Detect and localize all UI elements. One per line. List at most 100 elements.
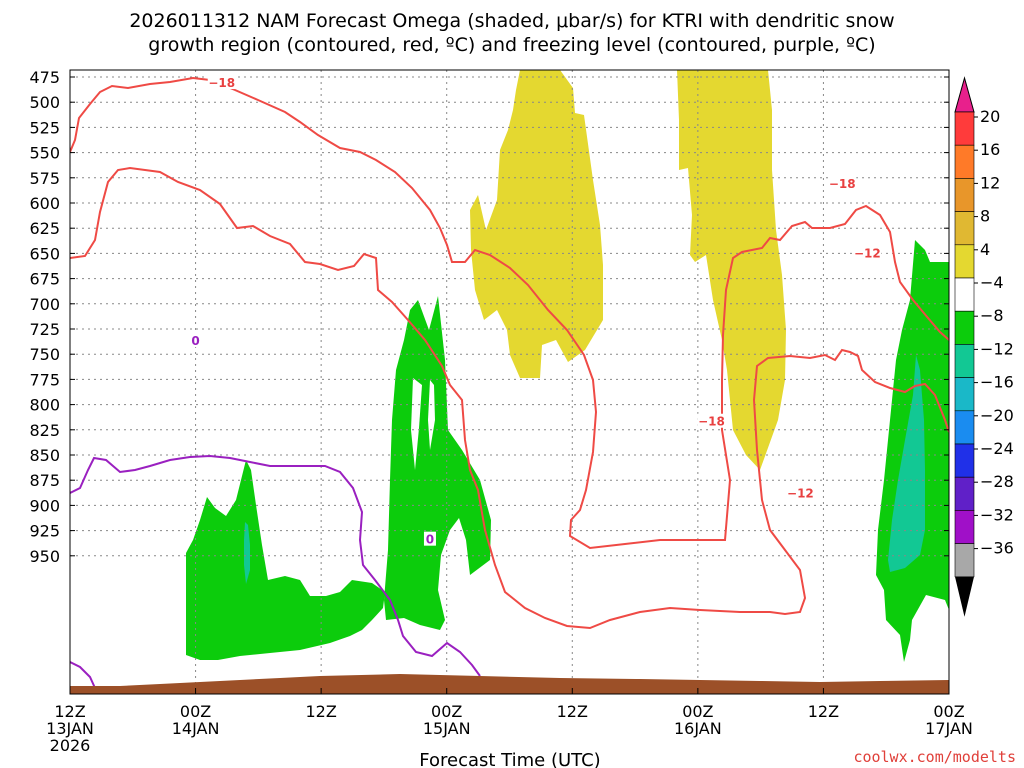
colorbar-segment (954, 144, 975, 179)
omega-area-white-hole-2 (428, 380, 435, 450)
colorbar-bottom-arrow (955, 576, 974, 617)
credit-text: coolwx.com/modelts (853, 748, 1016, 766)
colorbar-label: −24 (980, 439, 1014, 458)
x-tick-label: 13JAN (46, 719, 94, 738)
contour-label-bg (697, 413, 726, 428)
x-tick-label: 14JAN (172, 719, 220, 738)
y-tick-label: 850 (29, 446, 60, 465)
x-tick-label: 12Z (808, 702, 839, 721)
x-axis-title: Forecast Time (UTC) (419, 750, 600, 768)
contour-label: −18 (698, 415, 725, 429)
y-tick-label: 875 (29, 471, 60, 490)
contour-label: −18 (829, 177, 856, 191)
x-tick-label: 00Z (180, 702, 211, 721)
omega-shading (186, 70, 949, 662)
y-tick-label: 800 (29, 396, 60, 415)
contour-label-bg (207, 75, 236, 90)
y-tick-label: 550 (29, 144, 60, 163)
colorbar-segment (954, 443, 975, 478)
contour-label: 0 (191, 334, 199, 348)
contour-label: −12 (854, 246, 881, 260)
y-tick-label: 500 (29, 93, 60, 112)
x-tick-label: 15JAN (423, 719, 471, 738)
omega-area-teal-3 (888, 355, 925, 572)
colorbar-top-arrow (954, 76, 975, 113)
colorbar-segment (954, 344, 975, 378)
y-tick-label: 725 (29, 320, 60, 339)
contour-label-bg (189, 333, 202, 348)
colorbar-label: −20 (980, 406, 1014, 425)
dgz-contour-minus18-lower (70, 166, 949, 630)
contour-label: 0 (426, 533, 434, 547)
chart-title-line1: 2026011312 NAM Forecast Omega (shaded, μ… (129, 10, 894, 32)
freezing-level-contour-left (70, 661, 96, 689)
colorbar-segment (954, 111, 975, 146)
colorbar-segment (954, 476, 975, 511)
x-tick-label: 17JAN (925, 719, 973, 738)
y-axis: 475 500 525 550 575 600 625 650 675 700 725 750 775 8… (29, 68, 949, 566)
y-tick-label: 475 (29, 68, 60, 87)
x-tick-label: 00Z (682, 702, 713, 721)
y-tick-label: 650 (29, 244, 60, 263)
contour-label-bg (853, 245, 882, 260)
colorbar-segment (954, 410, 975, 445)
colorbar-segment (954, 543, 975, 578)
x-tick-label: 2026 (50, 736, 91, 755)
colorbar-label: −12 (980, 339, 1014, 358)
colorbar-segment (954, 510, 975, 544)
y-tick-label: 825 (29, 421, 60, 440)
colorbar-label: −36 (980, 539, 1014, 558)
colorbar-label: 12 (980, 173, 1000, 192)
colorbar-segment (954, 178, 975, 212)
chart-title-line2: growth region (contoured, red, ºC) and f… (148, 34, 875, 56)
colorbar-segment (954, 310, 975, 345)
contour-label-bg (828, 175, 857, 190)
x-tick-label: 12Z (305, 702, 336, 721)
y-tick-label: 775 (29, 370, 60, 389)
y-tick-label: 625 (29, 219, 60, 238)
y-tick-label: 925 (29, 522, 60, 541)
y-tick-label: 700 (29, 295, 60, 314)
colorbar-label: −32 (980, 505, 1014, 524)
freezing-level-contour (70, 454, 481, 677)
terrain (70, 674, 949, 694)
x-tick-label: 16JAN (674, 719, 722, 738)
colorbar-segment (954, 211, 975, 246)
colorbar-segment (954, 244, 975, 279)
y-tick-label: 525 (29, 118, 60, 137)
colorbar-label: −16 (980, 373, 1014, 392)
colorbar-label: 8 (980, 207, 990, 226)
y-tick-label: 750 (29, 345, 60, 364)
omega-area-white-hole (411, 378, 422, 470)
x-tick-label: 00Z (431, 702, 462, 721)
colorbar-label: −28 (980, 472, 1014, 491)
x-tick-label: 00Z (933, 702, 964, 721)
colorbar-segment (954, 377, 975, 412)
contour-labels: −18 −18 −18 −12 −12 0 0 (189, 75, 882, 547)
omega-area-yellow-2 (677, 70, 786, 470)
colorbar-label: −8 (980, 306, 1004, 325)
y-tick-label: 575 (29, 169, 60, 188)
omega-area-green-1 (186, 460, 385, 660)
colorbar-segment (954, 277, 975, 312)
omega-area-teal-1 (244, 522, 250, 584)
plot-frame (69, 69, 950, 695)
y-tick-label: 600 (29, 194, 60, 213)
contours (70, 76, 949, 689)
omega-area-green-2 (384, 296, 491, 630)
colorbar: 20 16 12 8 4 −4 −8 −12 −16 −20 −24 −28 −32 −36 (954, 76, 1014, 617)
contour-label-bg (423, 531, 436, 546)
y-tick-label: 675 (29, 270, 60, 289)
contour-label-bg (786, 485, 815, 500)
contour-label: −12 (787, 486, 814, 500)
colorbar-label: 20 (980, 107, 1000, 126)
colorbar-label: 16 (980, 140, 1000, 159)
contour-label: −18 (208, 76, 235, 90)
dgz-contour-minus18-upper (70, 76, 949, 550)
y-tick-label: 900 (29, 496, 60, 515)
x-tick-label: 12Z (557, 702, 588, 721)
y-tick-label: 950 (29, 547, 60, 566)
colorbar-label: −4 (980, 273, 1004, 292)
